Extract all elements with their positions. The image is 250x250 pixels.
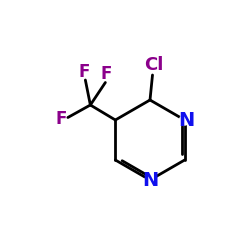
- Text: N: N: [178, 110, 195, 130]
- Circle shape: [180, 115, 190, 125]
- Text: Cl: Cl: [144, 56, 164, 74]
- Text: F: F: [101, 66, 112, 84]
- Circle shape: [145, 175, 155, 185]
- Text: F: F: [78, 63, 90, 81]
- Text: F: F: [55, 110, 66, 128]
- Text: N: N: [142, 170, 158, 190]
